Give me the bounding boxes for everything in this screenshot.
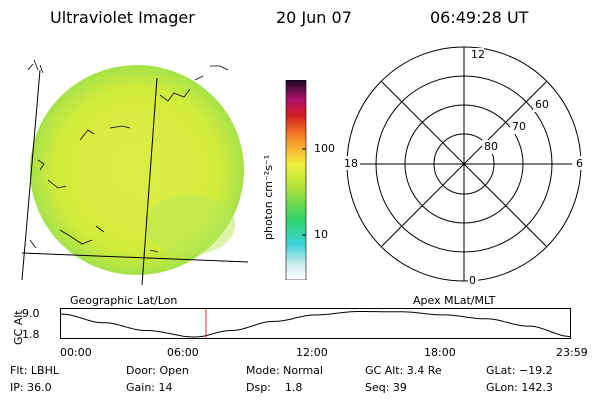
mlt-label-6: 6 bbox=[576, 157, 583, 170]
gc-altitude-readout: GC Alt: 3.4 Re bbox=[365, 364, 442, 377]
colorbar-tick-100: 100 bbox=[314, 142, 335, 155]
apex-caption: Apex MLat/MLT bbox=[413, 294, 496, 307]
colorbar-unit-label: photon cm⁻²s⁻¹ bbox=[262, 154, 275, 240]
polar-mlt-plot bbox=[342, 46, 584, 287]
time-tick-0600: 06:00 bbox=[167, 346, 199, 359]
lat-label-60: 60 bbox=[535, 98, 549, 111]
geographic-caption: Geographic Lat/Lon bbox=[70, 294, 178, 307]
time-tick-0000: 00:00 bbox=[60, 346, 92, 359]
altitude-tick-high: 9.0 bbox=[22, 307, 40, 320]
mlt-label-0: 0 bbox=[469, 274, 476, 287]
geographic-image-panel bbox=[21, 59, 249, 286]
time-tick-2359: 23:59 bbox=[556, 346, 588, 359]
disk-shading bbox=[145, 195, 235, 255]
observation-time: 06:49:28 UT bbox=[430, 8, 529, 27]
ip-readout: IP: 36.0 bbox=[10, 381, 52, 394]
longitude-line-left bbox=[21, 69, 41, 281]
door-readout: Door: Open bbox=[126, 364, 189, 377]
lat-label-80: 80 bbox=[484, 140, 498, 153]
geo-longitude-readout: GLon: 142.3 bbox=[486, 381, 553, 394]
instrument-title: Ultraviolet Imager bbox=[50, 8, 195, 27]
colorbar bbox=[285, 80, 307, 280]
filter-readout: Flt: LBHL bbox=[10, 364, 59, 377]
latitude-line bbox=[21, 252, 249, 263]
altitude-tick-low: 1.8 bbox=[22, 328, 40, 341]
mlt-label-18: 18 bbox=[344, 157, 358, 170]
gain-readout: Gain: 14 bbox=[126, 381, 173, 394]
mlt-label-12: 12 bbox=[471, 48, 485, 61]
altitude-strip-chart bbox=[60, 308, 572, 339]
observation-date: 20 Jun 07 bbox=[276, 8, 352, 27]
colorbar-tick-10: 10 bbox=[314, 228, 328, 241]
mode-readout: Mode: Normal bbox=[246, 364, 323, 377]
time-tick-1200: 12:00 bbox=[296, 346, 328, 359]
diagonal-line-2 bbox=[380, 80, 548, 248]
coastline-outlines bbox=[27, 59, 229, 253]
time-tick-1800: 18:00 bbox=[424, 346, 456, 359]
lat-label-70: 70 bbox=[512, 120, 526, 133]
sequence-readout: Seq: 39 bbox=[365, 381, 407, 394]
longitude-line-right bbox=[141, 77, 158, 286]
altitude-curve bbox=[60, 311, 572, 338]
dsp-readout: Dsp: 1.8 bbox=[246, 381, 303, 394]
geo-latitude-readout: GLat: −19.2 bbox=[486, 364, 553, 377]
